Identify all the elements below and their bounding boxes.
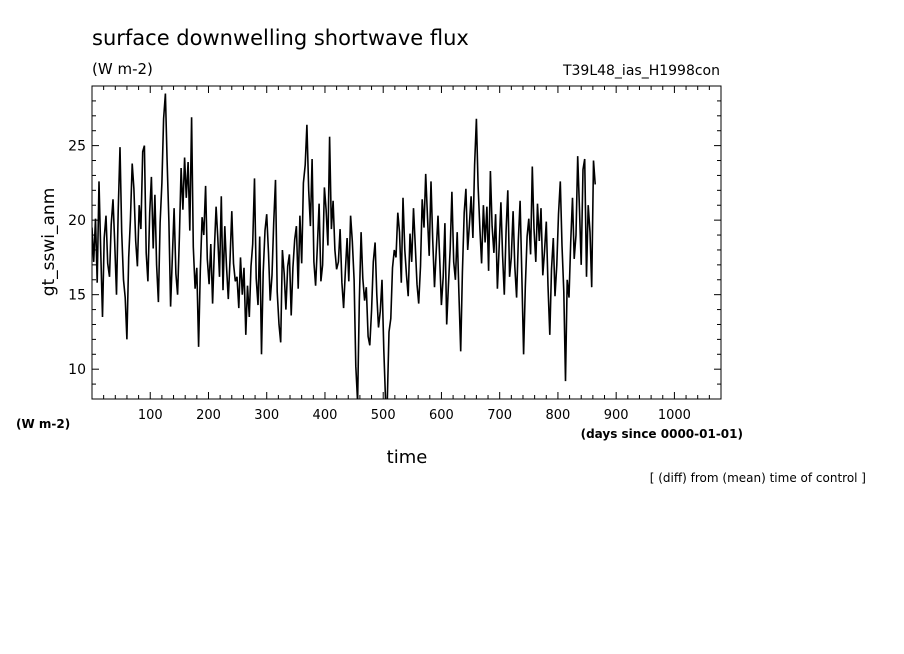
y-tick-label: 10 [68, 362, 86, 378]
chart-title: surface downwelling shortwave flux [92, 26, 469, 50]
y-axis-label: gt_sswi_anm [39, 188, 59, 297]
x-tick-label: 500 [371, 408, 396, 423]
plot-frame [91, 85, 722, 400]
x-tick-labels: 100 200 300 400 500 600 700 800 900 1000 [138, 408, 691, 423]
x-tick-label: 100 [138, 408, 163, 423]
y-units-note: (W m-2) [16, 417, 70, 431]
x-tick-label: 300 [254, 408, 279, 423]
x-axis-units: (days since 0000-01-01) [581, 427, 743, 441]
x-tick-label: 800 [546, 408, 571, 423]
x-tick-label: 700 [487, 408, 512, 423]
x-tick-label: 400 [313, 408, 338, 423]
y-tick-label: 25 [68, 139, 86, 155]
title-units: (W m-2) [92, 60, 153, 78]
x-tick-label: 900 [604, 408, 629, 423]
y-tick-label: 20 [68, 213, 86, 229]
x-tick-label: 200 [196, 408, 221, 423]
x-tick-label: 1000 [658, 408, 691, 423]
axis-ticks [92, 85, 721, 400]
run-label: T39L48_ias_H1998con [562, 63, 720, 79]
footer-note: [ (diff) from (mean) time of control ] [650, 471, 866, 485]
y-tick-labels: 10 15 20 25 [68, 139, 86, 379]
plot-clip [92, 93, 596, 399]
series-line [92, 93, 596, 399]
x-tick-label: 600 [429, 408, 454, 423]
x-axis-label: time [387, 447, 428, 468]
y-tick-label: 15 [68, 288, 86, 304]
